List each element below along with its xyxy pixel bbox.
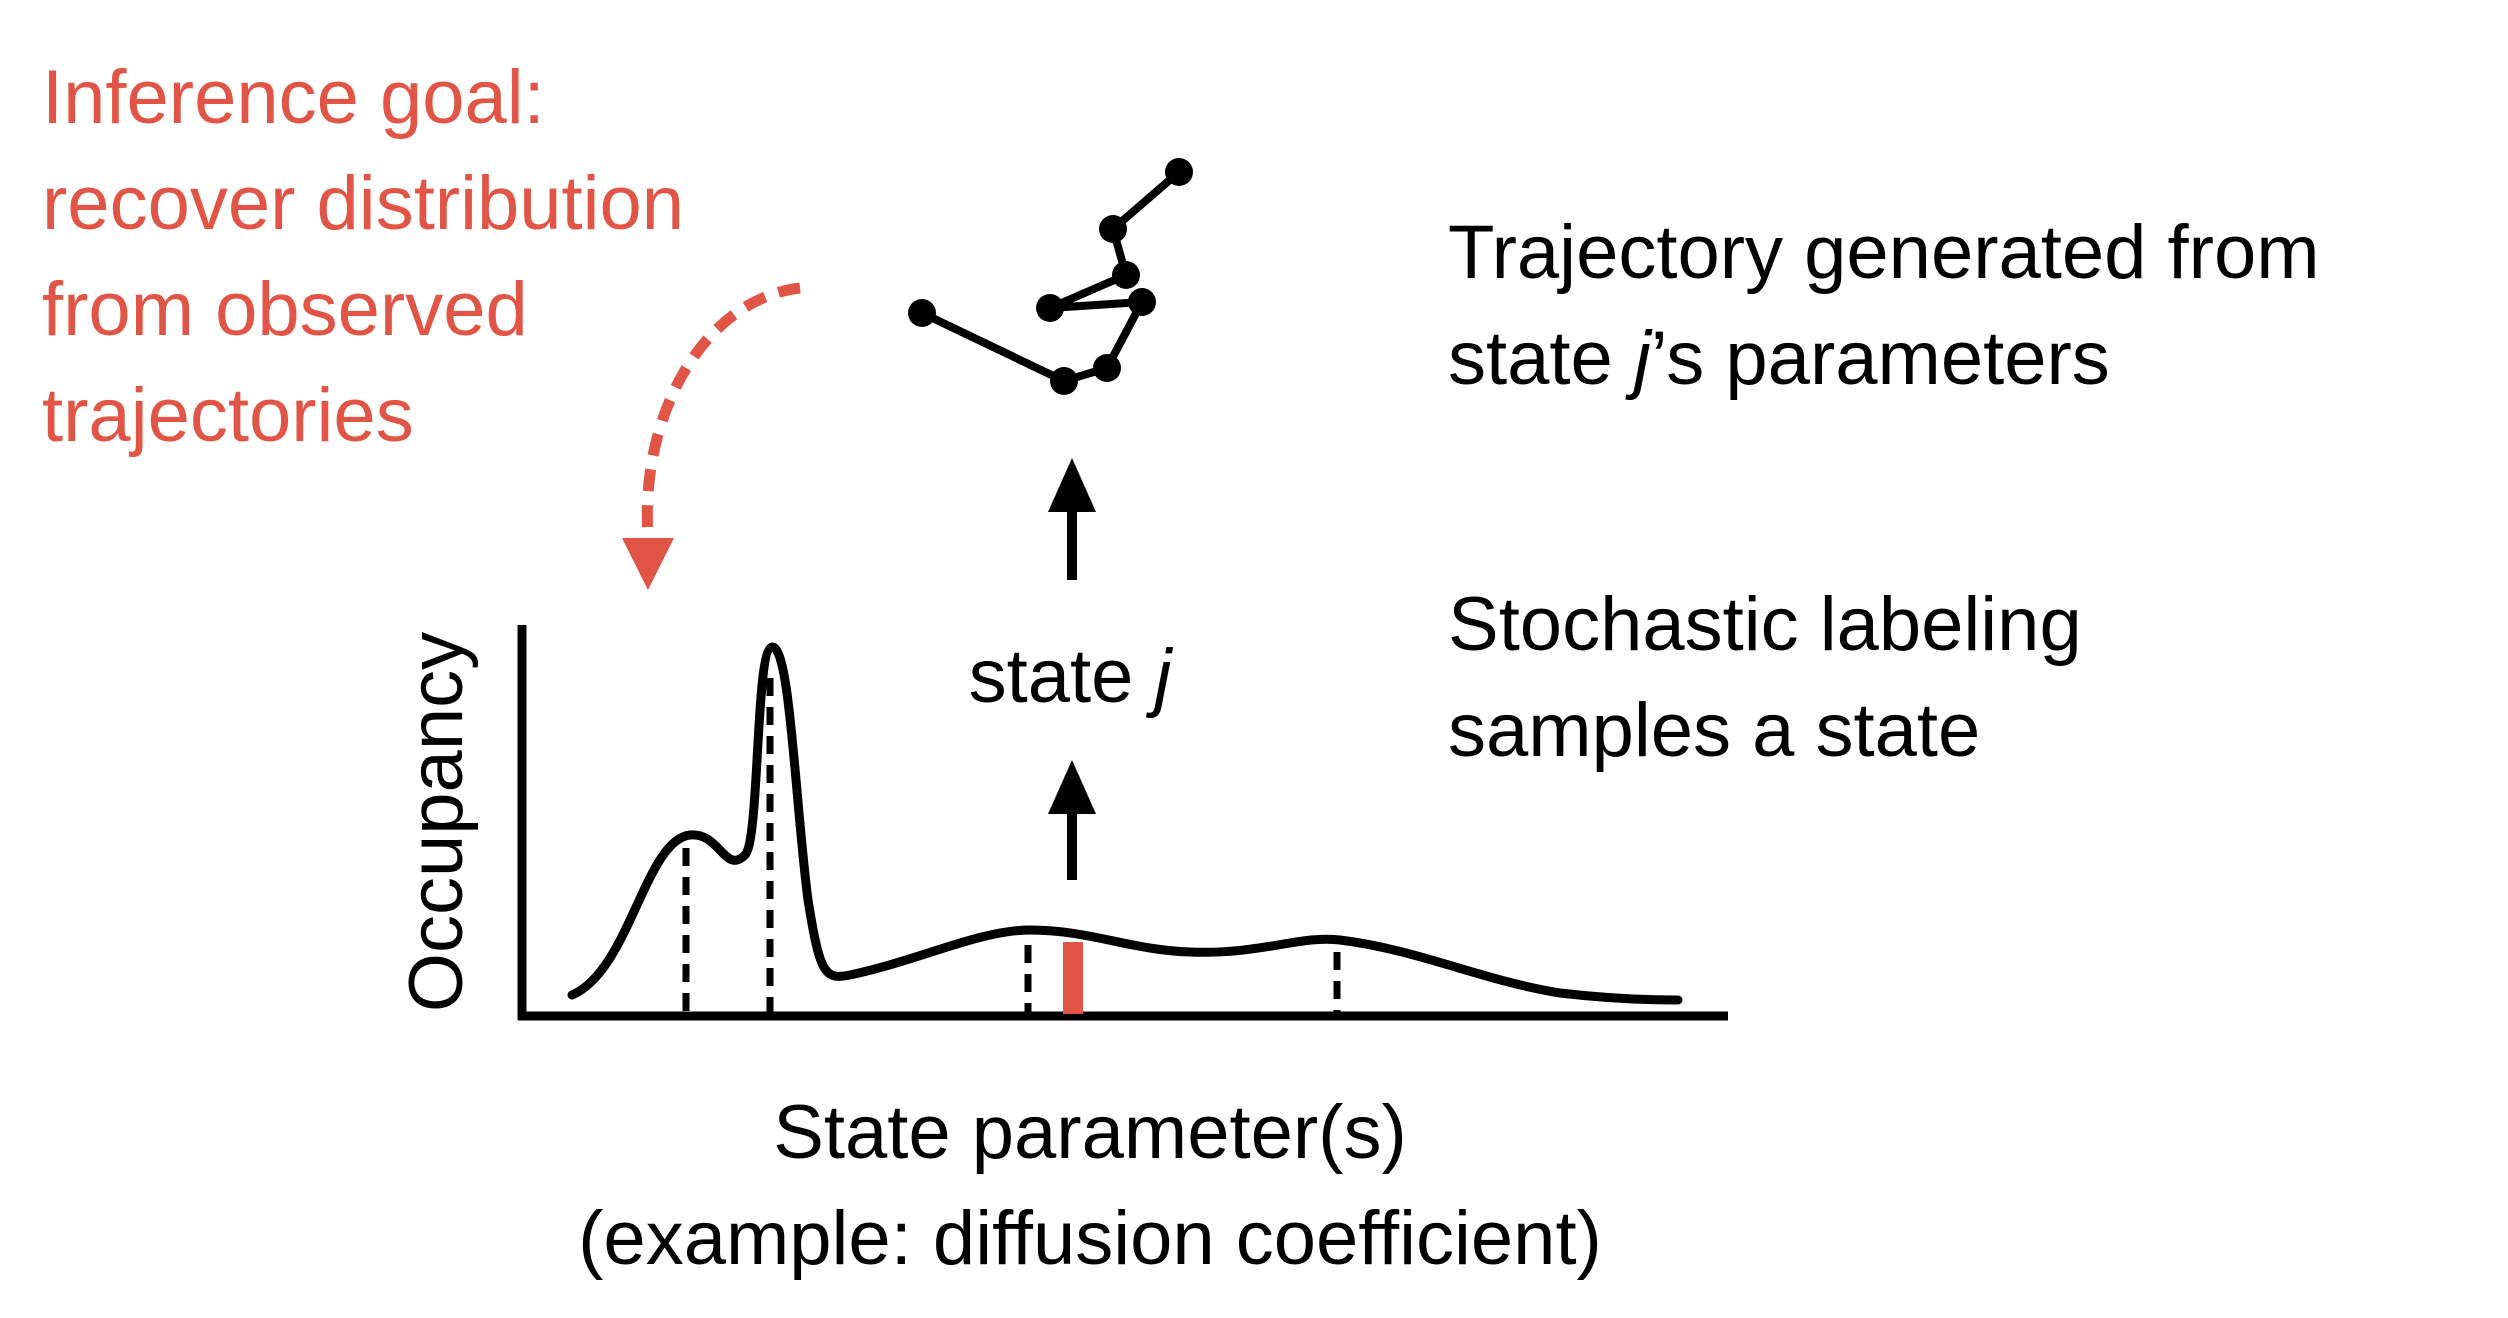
trajectory-caption-line-1: Trajectory generated from bbox=[1448, 210, 2320, 295]
trajectory-point bbox=[1128, 288, 1156, 316]
x-axis-label: State parameter(s) bbox=[773, 1090, 1407, 1175]
sampled-state-marker bbox=[1063, 942, 1083, 1014]
occupancy-curve bbox=[567, 642, 1683, 1005]
trajectory-point bbox=[1036, 294, 1064, 322]
trajectory-point bbox=[1099, 215, 1127, 243]
labeling-caption: Stochastic labeling samples a state bbox=[1448, 582, 2082, 773]
trajectory-point bbox=[1165, 158, 1193, 186]
arrow-up-icon bbox=[1048, 458, 1096, 580]
state-label: state j bbox=[969, 634, 1174, 719]
trajectory-caption: Trajectory generated from state j’s para… bbox=[1448, 210, 2320, 401]
inference-goal-line-2: recover distribution bbox=[42, 161, 684, 246]
x-axis-note: (example: diffusion coefficient) bbox=[578, 1196, 1602, 1281]
arrow-up-icon bbox=[1048, 760, 1096, 880]
trajectory-diagram bbox=[908, 158, 1193, 395]
trajectory-point bbox=[1112, 261, 1140, 289]
y-axis-label: Occupancy bbox=[394, 632, 479, 1012]
trajectory-point bbox=[1093, 354, 1121, 382]
inference-goal-line-4: trajectories bbox=[42, 373, 414, 458]
inference-goal-text: Inference goal: recover distribution fro… bbox=[42, 55, 684, 458]
curved-dashed-arrow-icon bbox=[622, 282, 801, 590]
trajectory-caption-line-2: state j’s parameters bbox=[1448, 316, 2110, 401]
inference-goal-line-1: Inference goal: bbox=[42, 55, 545, 140]
labeling-caption-line-1: Stochastic labeling bbox=[1448, 582, 2082, 667]
labeling-caption-line-2: samples a state bbox=[1448, 688, 1980, 773]
inference-goal-line-3: from observed bbox=[42, 267, 528, 352]
trajectory-point bbox=[908, 299, 936, 327]
trajectory-point bbox=[1050, 367, 1078, 395]
state-markers bbox=[682, 678, 1341, 1014]
plot-axes bbox=[517, 625, 1728, 1021]
